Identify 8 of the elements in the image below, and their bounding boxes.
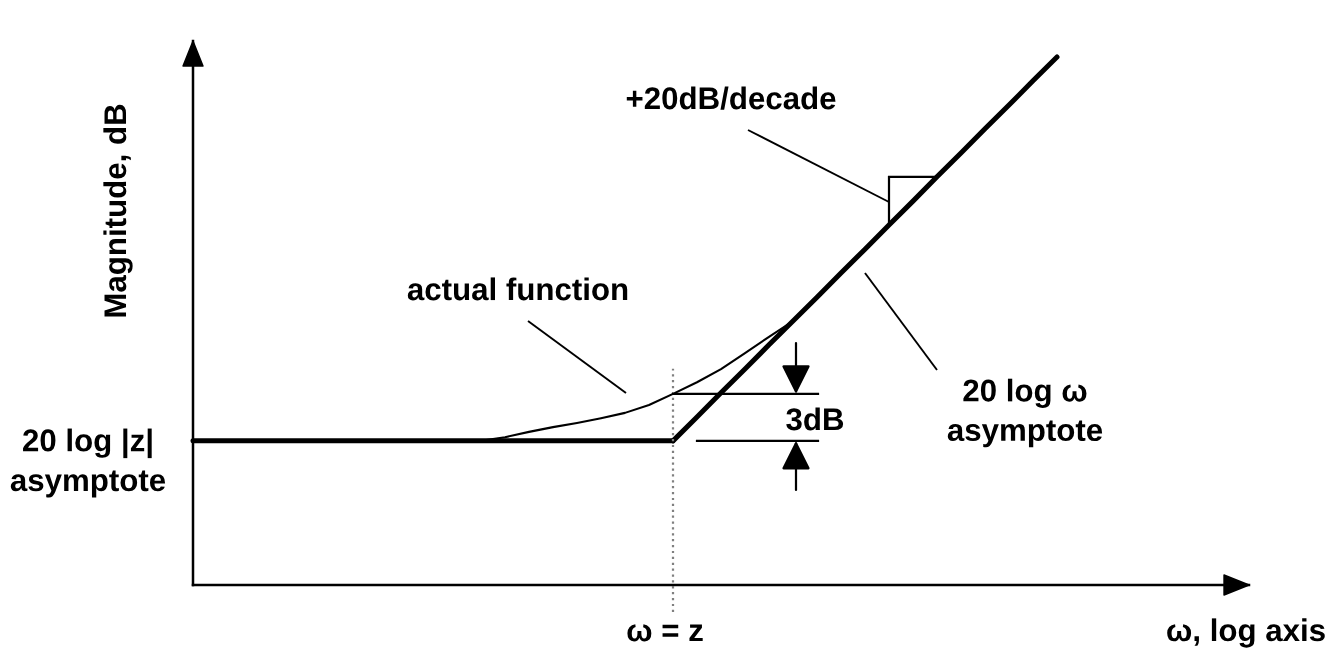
series-label: 20 log |z| asymptote: [10, 428, 166, 498]
annotation: +20dB/decade: [626, 86, 836, 110]
x-axis-title: ω, log axis: [1167, 618, 1325, 648]
text: ω = z: [627, 624, 703, 642]
annotation: 3dB: [786, 407, 844, 431]
annotation: actual function: [407, 277, 628, 301]
annotation: 20 log ω asymptote: [947, 378, 1103, 448]
y-axis-title: Magnitude, dB: [103, 104, 133, 317]
